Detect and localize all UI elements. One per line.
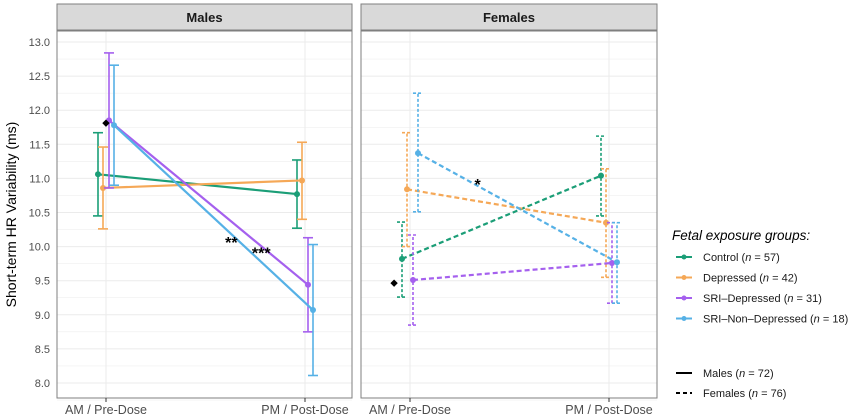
- legend-label: SRI–Non–Depressed (n = 18): [703, 314, 848, 326]
- significance-annotation: ***: [252, 245, 271, 262]
- y-tick-label: 8.5: [35, 344, 50, 356]
- series-line: [401, 174, 602, 260]
- series-control: [397, 135, 606, 298]
- strip-header: [56, 3, 353, 31]
- series-sri-non-depressed: [109, 64, 318, 377]
- series-depressed: [402, 131, 611, 279]
- data-point: [598, 172, 604, 179]
- legend-item-linetype: Males (n = 72): [676, 368, 774, 380]
- significance-annotation: **: [225, 235, 238, 252]
- legend-item-group: SRI–Non–Depressed (n = 18): [676, 314, 848, 326]
- panel-females: Females AM / Pre-Dose PM / Post-Dose ◆ *: [360, 3, 658, 417]
- x-tick-label: PM / Post-Dose: [565, 403, 653, 417]
- data-point: [310, 307, 316, 314]
- data-point: [299, 177, 305, 184]
- y-tick-label: 11.5: [29, 139, 50, 151]
- legend-label: Depressed (n = 42): [703, 273, 797, 285]
- legend-key-point: [681, 316, 687, 321]
- y-tick-label: 13.0: [29, 37, 50, 49]
- data-point: [111, 122, 117, 129]
- y-tick-label: 11.0: [29, 173, 50, 185]
- significance-annotation: *: [475, 177, 482, 194]
- data-point: [305, 281, 311, 288]
- legend-item-group: Control (n = 57): [676, 252, 780, 264]
- y-axis-label: Short-term HR Variability (ms): [3, 122, 19, 308]
- series-line: [108, 119, 309, 286]
- legend-key-point: [681, 295, 687, 301]
- series-line: [412, 261, 613, 282]
- legend-key-point: [681, 275, 687, 280]
- data-point: [294, 191, 300, 198]
- legend-label: Males (n = 72): [703, 368, 774, 380]
- data-point: [614, 259, 620, 266]
- legend-label: Control (n = 57): [703, 252, 780, 264]
- data-point: [95, 171, 101, 178]
- legend-item-linetype: Females (n = 76): [676, 388, 786, 400]
- legend: Fetal exposure groups: Control (n = 57) De…: [672, 228, 848, 400]
- data-point: [106, 117, 112, 124]
- legend-label: SRI–Depressed (n = 31): [703, 293, 822, 305]
- legend-title: Fetal exposure groups:: [672, 228, 810, 243]
- y-tick-label: 9.0: [35, 310, 50, 322]
- data-point: [410, 277, 416, 284]
- legend-key-point: [681, 254, 687, 260]
- series-line: [113, 124, 314, 311]
- data-point: [100, 184, 106, 191]
- series-line: [406, 188, 607, 224]
- data-point: [415, 150, 421, 157]
- panel-border: [56, 30, 353, 399]
- panel-title: Males: [186, 10, 222, 25]
- legend-item-group: Depressed (n = 42): [676, 273, 797, 285]
- y-tick-label: 10.0: [29, 242, 50, 254]
- y-tick-label: 12.5: [29, 71, 50, 83]
- strip-header: [360, 3, 658, 31]
- significance-annotation: ◆: [390, 278, 399, 288]
- legend-item-group: SRI–Depressed (n = 31): [676, 293, 822, 305]
- x-tick-label: AM / Pre-Dose: [65, 403, 147, 417]
- significance-annotation: ◆: [102, 117, 111, 127]
- series-line: [417, 152, 618, 264]
- data-point: [609, 259, 615, 266]
- series-sri-non-depressed: [413, 92, 622, 305]
- data-point: [399, 255, 405, 262]
- legend-label: Females (n = 76): [703, 388, 786, 400]
- panel-background: [57, 31, 352, 398]
- series-depressed: [98, 141, 307, 230]
- x-tick-label: PM / Post-Dose: [261, 403, 349, 417]
- series-line: [102, 179, 303, 190]
- y-tick-label: 8.0: [35, 378, 50, 390]
- y-tick-label: 10.5: [29, 208, 50, 220]
- x-tick-label: AM / Pre-Dose: [369, 403, 451, 417]
- data-point: [404, 186, 410, 193]
- panel-title: Females: [483, 10, 535, 25]
- data-point: [603, 219, 609, 226]
- series-sri-depressed: [104, 52, 313, 333]
- y-tick-label: 12.0: [29, 105, 50, 117]
- panel-border: [360, 30, 658, 399]
- y-tick-label: 9.5: [35, 276, 50, 288]
